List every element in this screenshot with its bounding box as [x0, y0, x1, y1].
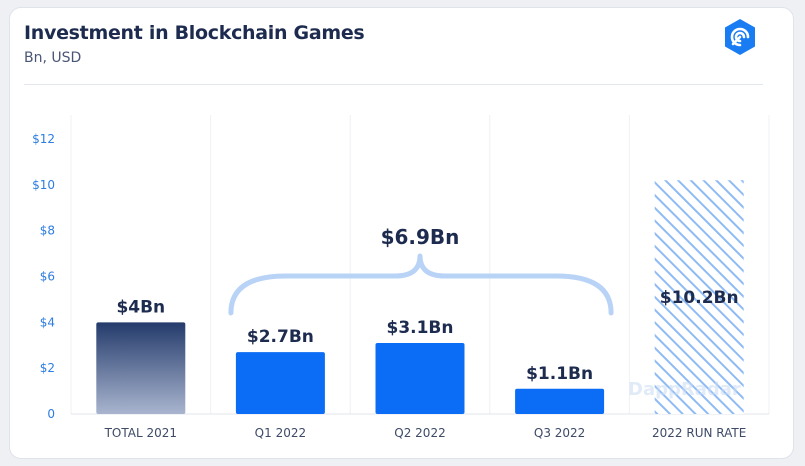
chart-title: Investment in Blockchain Games — [24, 22, 365, 44]
x-tick-label: Q2 2022 — [394, 426, 445, 440]
x-tick-label: Q3 2022 — [534, 426, 585, 440]
y-tick-label: 0 — [47, 407, 55, 421]
annotation-label: $6.9Bn — [381, 225, 460, 249]
data-label: $3.1Bn — [386, 318, 453, 338]
annotation-brace — [228, 253, 614, 316]
x-tick-label: Q1 2022 — [255, 426, 306, 440]
bar — [515, 388, 605, 414]
y-tick-label: $10 — [32, 178, 55, 192]
data-label: $4Bn — [116, 297, 165, 317]
bar — [235, 352, 325, 414]
data-label: $10.2Bn — [660, 288, 739, 308]
watermark-text: DappRadar — [628, 379, 741, 400]
x-tick-label: 2022 RUN RATE — [652, 426, 746, 440]
chart-subtitle: Bn, USD — [24, 50, 82, 66]
data-label: $2.7Bn — [247, 327, 314, 347]
y-tick-label: $6 — [40, 270, 55, 284]
data-label: $1.1Bn — [526, 364, 593, 384]
bar — [375, 342, 465, 414]
bar — [96, 322, 186, 414]
y-tick-label: $2 — [40, 361, 55, 375]
header-divider — [24, 84, 763, 85]
dappradar-logo-icon — [721, 18, 759, 56]
y-tick-label: $4 — [40, 315, 55, 329]
x-tick-label: TOTAL 2021 — [104, 426, 177, 440]
y-tick-label: $12 — [32, 132, 55, 146]
bar — [654, 180, 744, 414]
y-tick-label: $8 — [40, 224, 55, 238]
